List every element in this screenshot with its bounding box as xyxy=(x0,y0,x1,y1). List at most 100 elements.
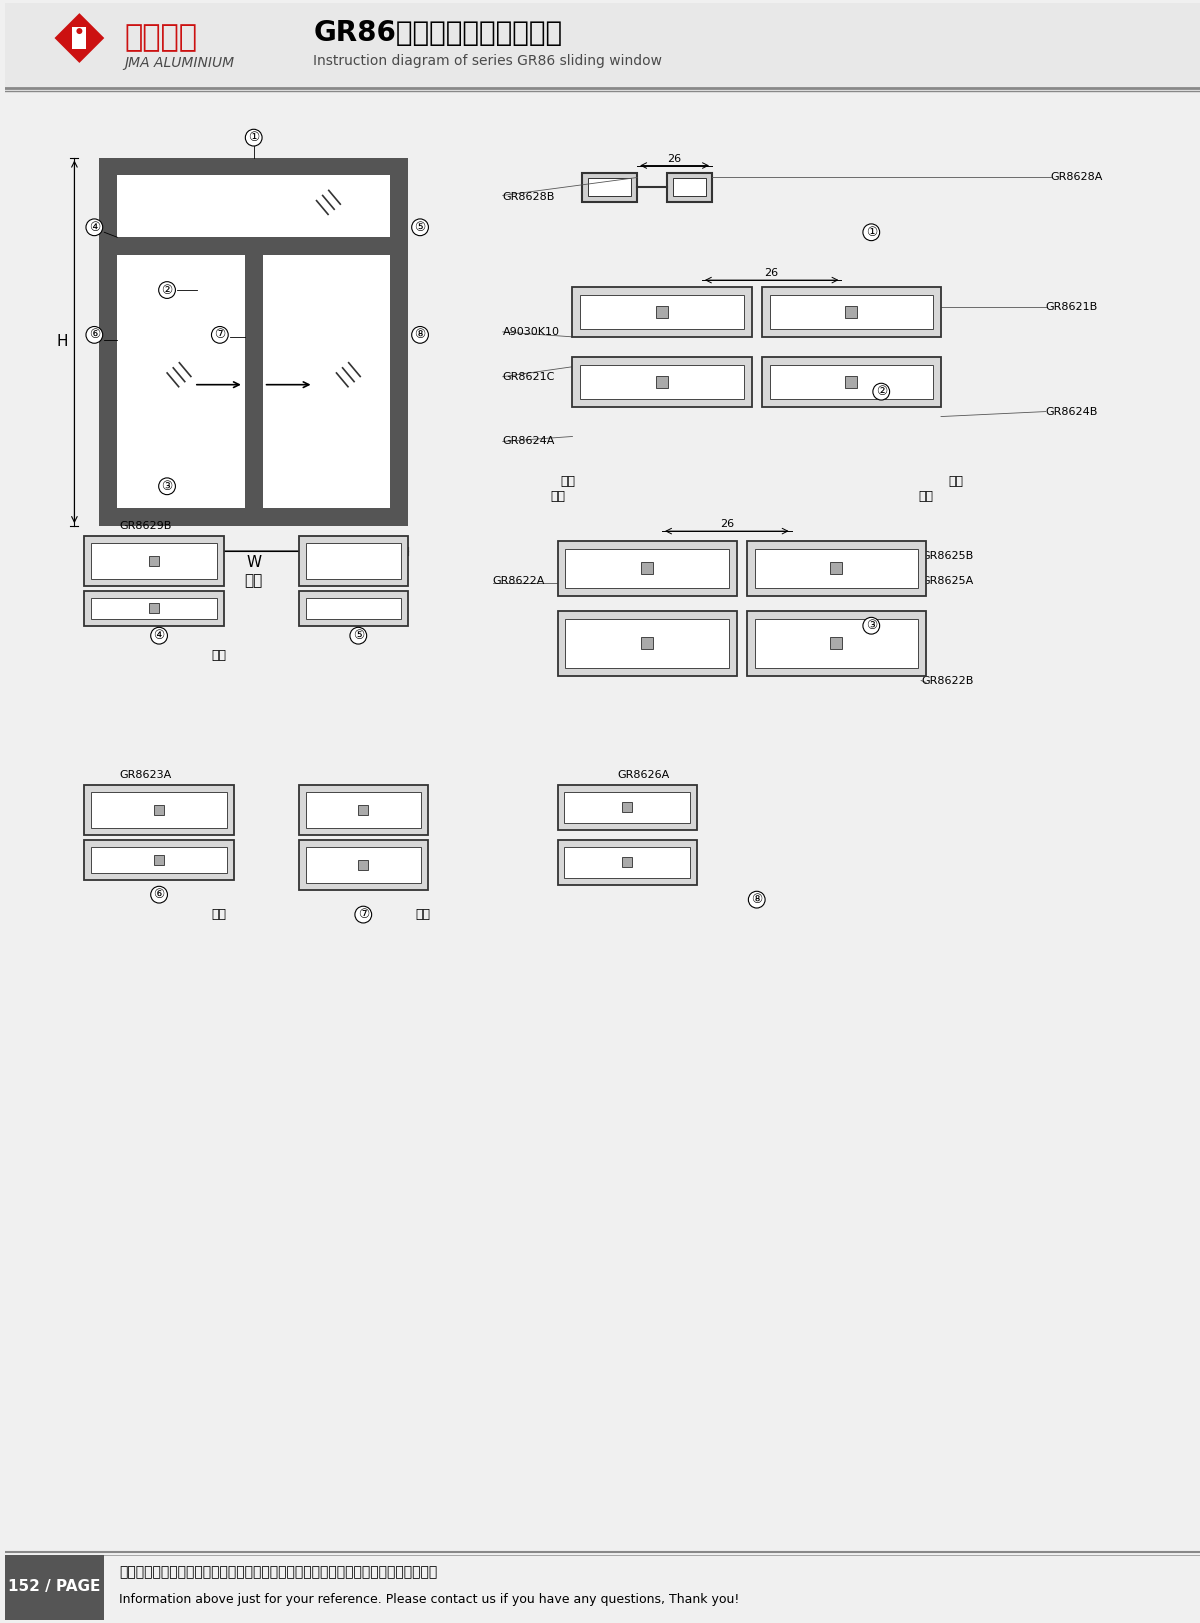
Text: GR8628A: GR8628A xyxy=(1050,172,1103,182)
Bar xyxy=(641,636,653,649)
Text: GR8626B: GR8626B xyxy=(617,870,670,880)
Text: W: W xyxy=(246,555,262,570)
Bar xyxy=(299,839,428,889)
Text: GR8623A: GR8623A xyxy=(119,771,172,781)
Bar xyxy=(564,792,690,823)
Text: 室外: 室外 xyxy=(415,909,431,922)
Text: 室内: 室内 xyxy=(245,573,263,589)
Text: 152 / PAGE: 152 / PAGE xyxy=(8,1579,101,1594)
Bar xyxy=(558,839,697,885)
Bar xyxy=(673,179,706,196)
Text: 室外: 室外 xyxy=(918,490,934,503)
Bar xyxy=(762,357,941,407)
Text: Information above just for your reference. Please contact us if you have any que: Information above just for your referenc… xyxy=(119,1594,739,1607)
Text: ②: ② xyxy=(876,385,887,398)
Bar xyxy=(769,365,934,399)
Bar xyxy=(84,591,224,626)
Text: ⑥: ⑥ xyxy=(154,888,164,901)
Bar xyxy=(656,307,668,318)
Bar xyxy=(84,536,224,586)
Bar xyxy=(656,375,668,388)
Bar xyxy=(588,179,631,196)
Bar xyxy=(845,307,857,318)
Text: ④: ④ xyxy=(154,630,164,643)
Text: 室外: 室外 xyxy=(211,649,227,662)
Text: 坚美铝业: 坚美铝业 xyxy=(125,23,197,52)
Text: 图中所示型材截面、装配、编号、尺寸及重量仅供参考。如有疑问，请向本公司查询。: 图中所示型材截面、装配、编号、尺寸及重量仅供参考。如有疑问，请向本公司查询。 xyxy=(119,1565,438,1579)
Bar xyxy=(100,157,408,526)
Bar xyxy=(5,3,1200,88)
Text: GR8624B: GR8624B xyxy=(1045,407,1098,417)
Text: GR8625A: GR8625A xyxy=(922,576,973,586)
Bar xyxy=(746,610,926,675)
Text: 26: 26 xyxy=(667,154,682,164)
Bar xyxy=(830,636,842,649)
Bar xyxy=(84,839,234,880)
Text: ⑧: ⑧ xyxy=(414,328,426,341)
Text: ④: ④ xyxy=(89,221,100,234)
Bar xyxy=(306,544,401,579)
Text: GR8621B: GR8621B xyxy=(1045,302,1098,312)
Bar xyxy=(149,557,160,566)
Bar xyxy=(746,540,926,596)
Bar xyxy=(565,618,728,667)
Text: ⑤: ⑤ xyxy=(414,221,426,234)
Bar xyxy=(581,365,744,399)
Bar xyxy=(84,786,234,834)
Text: ⑥: ⑥ xyxy=(89,328,100,341)
Bar xyxy=(299,591,408,626)
Polygon shape xyxy=(54,13,104,63)
Text: GR8629B: GR8629B xyxy=(119,521,172,531)
Bar xyxy=(667,172,712,203)
Text: Instruction diagram of series GR86 sliding window: Instruction diagram of series GR86 slidi… xyxy=(313,54,662,68)
Text: GR8621C: GR8621C xyxy=(503,372,556,381)
Bar xyxy=(565,549,728,588)
Bar xyxy=(149,602,160,613)
Bar xyxy=(91,597,217,618)
Bar xyxy=(755,549,918,588)
Circle shape xyxy=(77,28,83,34)
Text: 室内: 室内 xyxy=(550,490,565,503)
Bar xyxy=(72,28,86,49)
Bar xyxy=(118,237,390,255)
Bar xyxy=(769,295,934,329)
Text: ①: ① xyxy=(248,131,259,144)
Bar xyxy=(762,287,941,338)
Text: H: H xyxy=(56,334,68,349)
Bar xyxy=(299,536,408,586)
Bar xyxy=(91,847,227,873)
Text: A9030K10: A9030K10 xyxy=(503,326,559,338)
Bar xyxy=(558,610,737,675)
Text: GR8622A: GR8622A xyxy=(493,576,545,586)
Text: ⑧: ⑧ xyxy=(751,893,762,906)
Bar xyxy=(91,792,227,828)
Text: ③: ③ xyxy=(162,480,173,493)
Text: GR8627B: GR8627B xyxy=(334,800,385,810)
Text: GR8623B: GR8623B xyxy=(139,855,192,865)
Bar xyxy=(306,597,401,618)
Bar xyxy=(359,805,368,815)
Text: GR8624A: GR8624A xyxy=(503,437,556,446)
Text: 26: 26 xyxy=(764,268,779,278)
Bar xyxy=(755,618,918,667)
Bar xyxy=(306,792,421,828)
Text: ①: ① xyxy=(865,226,877,239)
Bar xyxy=(572,357,751,407)
Bar xyxy=(245,255,263,526)
Bar xyxy=(5,1555,104,1620)
Bar xyxy=(581,295,744,329)
Bar xyxy=(558,540,737,596)
Bar xyxy=(154,805,164,815)
Bar xyxy=(306,847,421,883)
Text: GR8625B: GR8625B xyxy=(922,550,973,562)
Bar xyxy=(558,786,697,829)
Text: 室内: 室内 xyxy=(560,476,575,489)
Bar xyxy=(641,562,653,575)
Bar xyxy=(845,375,857,388)
Text: GR8626A: GR8626A xyxy=(617,771,670,781)
Bar xyxy=(91,544,217,579)
Text: ⑦: ⑦ xyxy=(215,328,226,341)
Text: 26: 26 xyxy=(720,519,734,529)
Text: GR8629A: GR8629A xyxy=(139,601,192,610)
Text: GR8622B: GR8622B xyxy=(922,675,973,685)
